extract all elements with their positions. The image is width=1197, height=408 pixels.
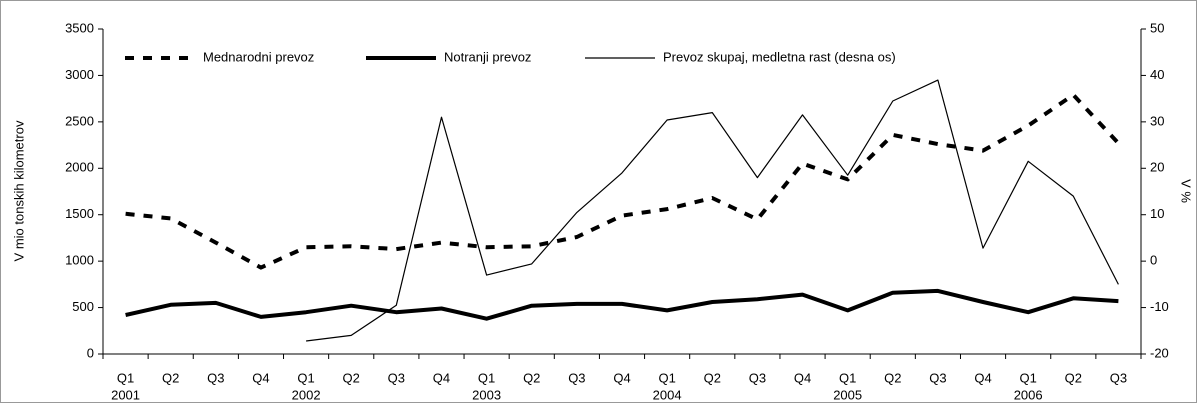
- x-tick-label: Q1: [117, 370, 134, 385]
- x-tick-label: Q3: [207, 370, 224, 385]
- x-tick-label: Q3: [388, 370, 405, 385]
- legend-label: Notranji prevoz: [444, 49, 531, 64]
- x-year-label: 2001: [111, 387, 140, 402]
- y2-tick-label: 50: [1150, 20, 1164, 35]
- y-axis-label: V mio tonskih kilometrov: [11, 120, 26, 261]
- y2-tick-label: -10: [1150, 299, 1169, 314]
- x-tick-label: Q2: [523, 370, 540, 385]
- y2-tick-label: -20: [1150, 345, 1169, 360]
- y2-axis-label: V %: [1179, 179, 1194, 203]
- x-tick-label: Q3: [1110, 370, 1127, 385]
- x-tick-label: Q3: [568, 370, 585, 385]
- x-tick-label: Q4: [794, 370, 811, 385]
- legend-label: Prevoz skupaj, medletna rast (desna os): [663, 49, 896, 64]
- y-tick-label: 0: [87, 345, 94, 360]
- x-year-label: 2005: [833, 387, 862, 402]
- x-tick-label: Q2: [343, 370, 360, 385]
- x-tick-label: Q2: [1065, 370, 1082, 385]
- y-tick-label: 1500: [65, 206, 94, 221]
- legend-label: Mednarodni prevoz: [203, 49, 314, 64]
- x-year-label: 2002: [292, 387, 321, 402]
- y2-tick-label: 20: [1150, 160, 1164, 175]
- x-tick-label: Q1: [839, 370, 856, 385]
- x-tick-label: Q2: [704, 370, 721, 385]
- x-tick-label: Q4: [613, 370, 630, 385]
- y2-tick-label: 30: [1150, 113, 1164, 128]
- x-tick-label: Q4: [974, 370, 991, 385]
- x-tick-label: Q3: [929, 370, 946, 385]
- y-tick-label: 500: [72, 299, 94, 314]
- series-line: [125, 288, 1119, 321]
- x-tick-label: Q4: [252, 370, 269, 385]
- x-tick-label: Q1: [297, 370, 314, 385]
- series-line: [306, 79, 1119, 342]
- x-year-label: 2004: [653, 387, 682, 402]
- x-tick-label: Q3: [749, 370, 766, 385]
- y-tick-label: 1000: [65, 253, 94, 268]
- series-line: [125, 92, 1120, 270]
- x-year-label: 2003: [472, 387, 501, 402]
- x-year-label: 2006: [1014, 387, 1043, 402]
- y-tick-label: 2500: [65, 113, 94, 128]
- y2-tick-label: 40: [1150, 67, 1164, 82]
- x-tick-label: Q1: [1020, 370, 1037, 385]
- y-tick-label: 3500: [65, 20, 94, 35]
- x-tick-label: Q1: [478, 370, 495, 385]
- x-tick-label: Q4: [433, 370, 450, 385]
- y2-tick-label: 0: [1150, 253, 1157, 268]
- x-tick-label: Q2: [162, 370, 179, 385]
- y-tick-label: 2000: [65, 160, 94, 175]
- y-tick-label: 3000: [65, 67, 94, 82]
- x-tick-label: Q1: [658, 370, 675, 385]
- y2-tick-label: 10: [1150, 206, 1164, 221]
- x-tick-label: Q2: [884, 370, 901, 385]
